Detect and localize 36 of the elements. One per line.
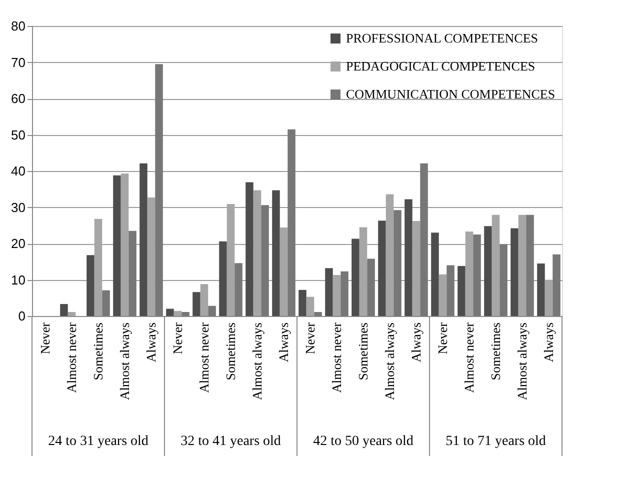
legend-label: COMMUNICATION COMPETENCES [346, 86, 556, 102]
y-tick-label: 60 [11, 91, 26, 106]
x-tick-label: Almost always [249, 322, 264, 400]
x-tick-label: Almost never [196, 322, 212, 393]
y-tick-label: 10 [11, 272, 26, 288]
legend-label: PROFESSIONAL COMPETENCES [346, 30, 538, 46]
x-tick-label: Always [408, 322, 424, 362]
text: 24 to 31 years old [48, 434, 148, 449]
y-tick-label: 80 [11, 18, 26, 34]
x-tick-label: Never [302, 322, 318, 354]
x-tick-label: Sometimes [222, 322, 238, 380]
x-tick-label: Sometimes [90, 322, 106, 380]
y-tick-label: 50 [11, 127, 26, 142]
x-tick-label: Always [540, 322, 556, 362]
legend-label: PEDAGOGICAL COMPETENCES [346, 58, 536, 74]
y-tick-label: 40 [11, 164, 26, 178]
x-tick-label: Almost never [64, 322, 79, 393]
x-tick-label: Always [276, 322, 291, 362]
text: 42 to 50 years old [313, 434, 414, 449]
x-tick-label: Almost always [514, 322, 530, 400]
y-tick-label: 70 [11, 54, 26, 70]
x-tick-label: Sometimes [488, 322, 503, 380]
x-tick-label: Never [37, 322, 52, 354]
text: 51 to 71 years old [446, 434, 546, 449]
x-tick-label: Sometimes [355, 322, 370, 380]
x-tick-label: Almost always [116, 322, 132, 400]
text: 32 to 41 years old [180, 434, 281, 449]
y-tick-label: 30 [11, 200, 26, 215]
x-tick-label: Never [434, 322, 450, 354]
x-tick-label: Almost always [382, 322, 397, 400]
x-tick-label: Almost never [461, 322, 476, 393]
x-tick-label: Never [170, 322, 185, 354]
x-tick-label: Always [143, 322, 158, 362]
y-tick-label: 20 [11, 236, 26, 251]
y-tick-label: 0 [18, 308, 26, 324]
x-tick-label: Almost never [328, 322, 344, 393]
